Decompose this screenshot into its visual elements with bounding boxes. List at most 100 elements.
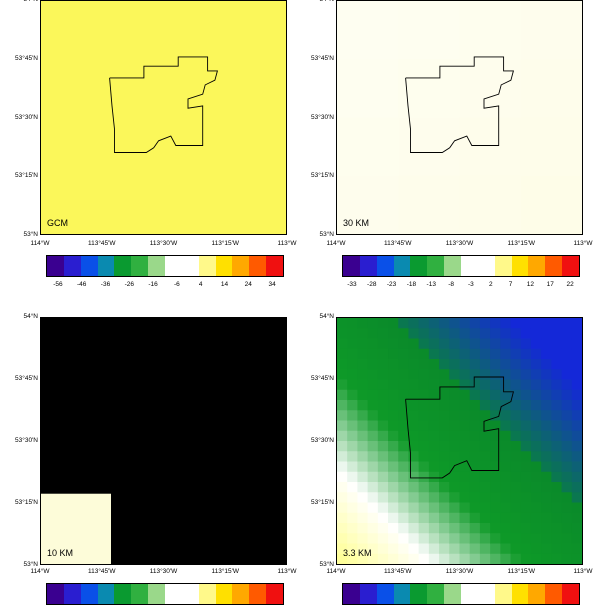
colorbar-swatch — [545, 584, 563, 604]
grid-cell — [551, 553, 563, 564]
grid-cell — [449, 502, 461, 514]
grid-cell — [388, 441, 399, 452]
grid-cell — [216, 528, 252, 564]
grid-cell — [418, 492, 430, 504]
grid-cell — [418, 348, 430, 360]
lat-tick-label: 54°N — [4, 0, 38, 3]
grid-cell — [367, 389, 379, 401]
grid-cell — [479, 533, 491, 545]
grid-cell — [418, 430, 430, 442]
grid-cell — [551, 451, 563, 463]
grid-cell — [571, 420, 582, 432]
grid-cell — [377, 400, 389, 411]
grid-cell — [408, 502, 420, 514]
grid-cell — [398, 410, 410, 422]
lat-tick-label: 53°N — [23, 231, 38, 238]
grid-cell — [500, 359, 512, 370]
grid-cell — [428, 318, 440, 329]
colorbar-swatch — [131, 584, 149, 604]
map-canvas — [41, 1, 286, 234]
grid-cell — [490, 553, 501, 564]
grid-cell — [459, 59, 522, 119]
grid-cell — [367, 471, 379, 483]
grid-cell — [500, 441, 512, 452]
grid-cell — [439, 553, 450, 564]
grid-cell — [571, 430, 582, 442]
grid-cell — [398, 359, 410, 370]
grid-cell — [561, 451, 573, 463]
colorbar-swatch — [97, 256, 115, 276]
grid-cell — [469, 451, 481, 463]
grid-cell — [561, 410, 573, 422]
colorbar-gcm — [46, 255, 284, 277]
grid-cell — [377, 338, 389, 350]
grid-cell — [561, 523, 573, 534]
grid-cell — [347, 348, 359, 360]
grid-cell — [510, 482, 522, 493]
grid-cell — [439, 389, 450, 401]
grid-cell — [439, 338, 450, 350]
grid-cell — [418, 461, 430, 473]
grid-cell — [520, 430, 532, 442]
colorbar-swatch — [114, 256, 132, 276]
grid-cell — [146, 388, 182, 425]
lon-tick-label: 113°15'W — [211, 240, 240, 247]
grid-cell — [111, 493, 147, 530]
grid-cell — [500, 512, 512, 524]
grid-cell — [111, 318, 147, 354]
grid-cell — [337, 1, 399, 60]
grid-cell — [530, 523, 542, 534]
grid-cell — [216, 353, 252, 389]
grid-cell — [520, 359, 532, 370]
grid-cell — [398, 523, 410, 534]
grid-cell — [337, 451, 348, 463]
colorbar-swatch — [165, 584, 182, 604]
colorbar-swatch — [444, 256, 462, 276]
grid-cell — [520, 543, 532, 555]
grid-cell — [541, 369, 552, 381]
colorbar-swatch — [148, 256, 166, 276]
grid-cell — [510, 461, 522, 473]
grid-cell — [398, 471, 410, 483]
colorbar-swatch — [343, 584, 360, 604]
grid-cell — [428, 348, 440, 360]
lon-tick-label: 113°30'W — [445, 568, 474, 575]
grid-cell — [251, 423, 286, 460]
grid-cell — [469, 359, 481, 370]
grid-cell — [510, 441, 522, 452]
grid-cell — [367, 451, 379, 463]
grid-cell — [347, 389, 359, 401]
grid-cell — [449, 451, 461, 463]
grid-cell — [469, 441, 481, 452]
grid-cell — [479, 523, 491, 534]
grid-cell — [357, 328, 369, 340]
grid-cell — [388, 492, 399, 504]
grid-cell — [408, 553, 420, 564]
grid-cell — [76, 493, 112, 530]
grid-cell — [490, 512, 501, 524]
grid-cell — [357, 523, 369, 534]
colorbar-10km — [46, 583, 284, 605]
grid-cell — [469, 502, 481, 514]
lon-tick-label: 114°W — [30, 240, 50, 247]
grid-cell — [469, 512, 481, 524]
grid-cell — [439, 328, 450, 340]
grid-cell — [551, 328, 563, 340]
grid-cell — [551, 471, 563, 483]
grid-cell — [337, 318, 348, 329]
lat-tick-label: 53°N — [319, 231, 334, 238]
grid-cell — [459, 389, 471, 401]
grid-cell — [490, 543, 501, 555]
grid-cell — [357, 348, 369, 360]
grid-cell — [398, 553, 410, 564]
grid-cell — [449, 369, 461, 381]
grid-cell — [561, 441, 573, 452]
grid-cell — [530, 543, 542, 555]
grid-cell — [337, 441, 348, 452]
grid-cell — [459, 533, 471, 545]
grid-cell — [388, 348, 399, 360]
grid-cell — [439, 502, 450, 514]
grid-cell — [76, 423, 112, 460]
grid-cell — [408, 369, 420, 381]
grid-cell — [388, 338, 399, 350]
